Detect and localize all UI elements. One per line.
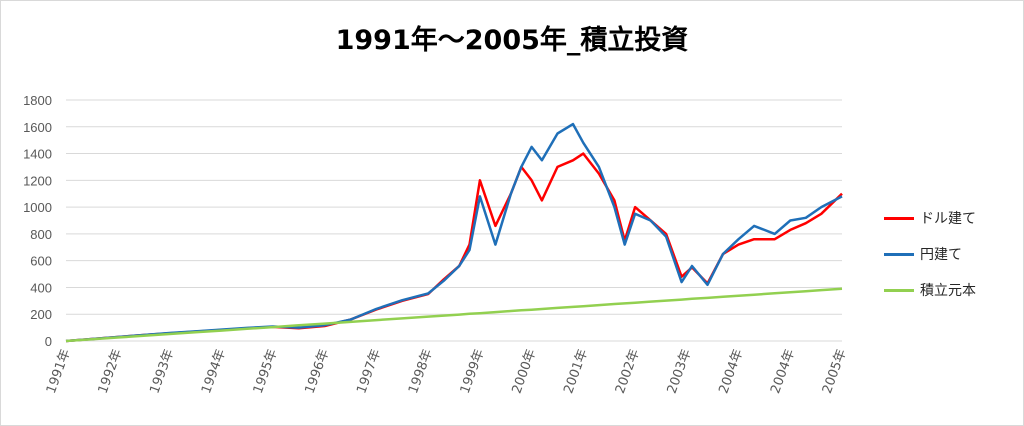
legend-swatch-principal (884, 288, 914, 292)
y-tick-label: 600 (30, 254, 52, 269)
x-tick-label: 1992年 (96, 347, 126, 395)
legend-swatch-jpy (884, 252, 914, 256)
x-tick-label: 1996年 (303, 347, 333, 395)
legend: ドル建て 円建て 積立元本 (884, 200, 976, 308)
y-tick-label: 1400 (23, 147, 52, 162)
y-axis-ticks: 0 200 400 600 800 1000 1200 1400 1600 1800 (23, 93, 52, 349)
x-tick-label: 1991年 (44, 347, 74, 395)
legend-item-principal: 積立元本 (884, 272, 976, 308)
chart-title: 1991年～2005年_積立投資 (335, 25, 689, 56)
y-tick-label: 1600 (23, 120, 52, 135)
y-tick-label: 400 (30, 280, 52, 295)
x-tick-label: 2001年 (561, 347, 591, 395)
legend-label-principal: 積立元本 (920, 283, 976, 299)
x-tick-label: 1999年 (458, 347, 488, 395)
x-tick-label: 1997年 (354, 347, 384, 395)
legend-label-usd: ドル建て (920, 211, 976, 227)
legend-item-jpy: 円建て (884, 236, 976, 272)
gridlines (66, 99, 842, 342)
x-tick-label: 1994年 (199, 347, 229, 395)
x-tick-label: 2000年 (509, 347, 539, 395)
legend-item-usd: ドル建て (884, 200, 976, 236)
series-lines (65, 122, 843, 343)
y-tick-label: 1800 (23, 93, 52, 108)
y-tick-label: 0 (45, 334, 52, 349)
legend-swatch-usd (884, 216, 914, 220)
x-tick-label: 2004年 (768, 347, 798, 395)
y-tick-label: 1200 (23, 173, 52, 188)
x-tick-label: 1993年 (147, 347, 177, 395)
y-tick-label: 800 (30, 227, 52, 242)
y-tick-label: 200 (30, 307, 52, 322)
x-tick-label: 2003年 (665, 347, 695, 395)
legend-label-jpy: 円建て (920, 247, 962, 263)
series-line-2 (65, 287, 843, 343)
x-tick-label: 2005年 (820, 347, 850, 395)
x-axis-ticks: 1991年 1992年 1993年 1994年 1995年 1996年 1997年 1998年… (44, 347, 850, 395)
series-line-1 (65, 122, 843, 343)
series-line-0 (65, 152, 843, 343)
y-tick-label: 1000 (23, 200, 52, 215)
x-tick-label: 1998年 (406, 347, 436, 395)
x-tick-label: 2004年 (716, 347, 746, 395)
x-tick-label: 1995年 (251, 347, 281, 395)
x-tick-label: 2002年 (613, 347, 643, 395)
